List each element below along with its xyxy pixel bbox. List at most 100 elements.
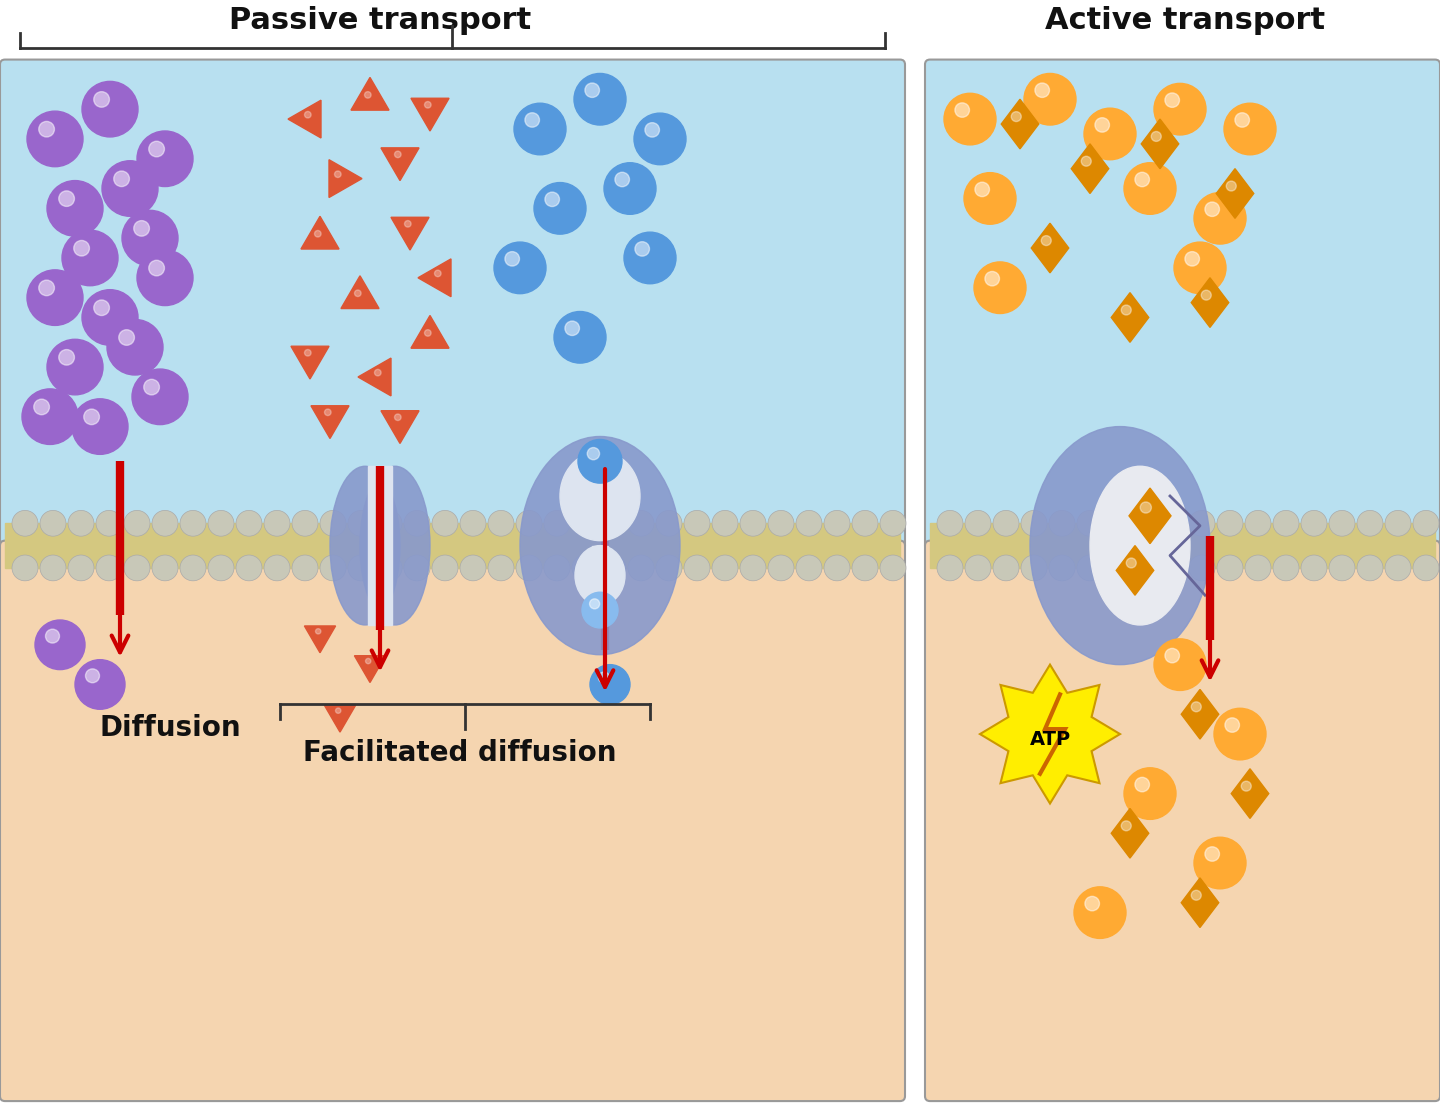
Circle shape (39, 280, 55, 296)
Circle shape (292, 556, 318, 581)
Circle shape (544, 556, 570, 581)
Circle shape (124, 510, 150, 537)
Circle shape (1125, 768, 1176, 820)
Polygon shape (311, 394, 348, 428)
FancyBboxPatch shape (924, 541, 1440, 1101)
Circle shape (96, 556, 122, 581)
Ellipse shape (330, 467, 400, 625)
Circle shape (1133, 510, 1159, 537)
Polygon shape (359, 358, 392, 396)
Text: Diffusion: Diffusion (99, 714, 242, 742)
Circle shape (1329, 556, 1355, 581)
Polygon shape (321, 168, 359, 200)
Circle shape (1300, 510, 1328, 537)
Circle shape (315, 629, 321, 634)
Circle shape (320, 510, 346, 537)
Circle shape (180, 510, 206, 537)
Circle shape (75, 660, 125, 709)
Circle shape (134, 221, 150, 237)
Circle shape (1185, 251, 1200, 266)
Ellipse shape (520, 437, 680, 654)
Circle shape (395, 151, 402, 158)
Circle shape (336, 708, 341, 713)
Circle shape (314, 230, 321, 237)
Circle shape (62, 230, 118, 286)
Circle shape (94, 92, 109, 108)
Circle shape (965, 510, 991, 537)
Circle shape (96, 510, 122, 537)
Circle shape (459, 510, 487, 537)
Circle shape (435, 270, 441, 277)
Circle shape (1329, 510, 1355, 537)
Circle shape (374, 369, 382, 376)
Polygon shape (1231, 769, 1269, 819)
Circle shape (12, 556, 37, 581)
Circle shape (768, 556, 793, 581)
Circle shape (599, 672, 609, 683)
Circle shape (376, 556, 402, 581)
Circle shape (405, 221, 410, 227)
Polygon shape (399, 209, 432, 247)
Text: Passive transport: Passive transport (229, 6, 531, 34)
Circle shape (740, 556, 766, 581)
Circle shape (1135, 172, 1149, 187)
Circle shape (236, 510, 262, 537)
Circle shape (585, 83, 599, 98)
Circle shape (600, 510, 626, 537)
Circle shape (628, 510, 654, 537)
Circle shape (334, 171, 341, 178)
Circle shape (965, 556, 991, 581)
Circle shape (1189, 556, 1215, 581)
Circle shape (102, 161, 158, 217)
Circle shape (84, 409, 99, 424)
Circle shape (582, 592, 618, 628)
Circle shape (628, 556, 654, 581)
Circle shape (494, 242, 546, 293)
Circle shape (148, 260, 164, 276)
Circle shape (1153, 639, 1207, 690)
Circle shape (564, 321, 579, 336)
Ellipse shape (1090, 467, 1189, 625)
Polygon shape (981, 664, 1120, 803)
Circle shape (144, 379, 160, 394)
Circle shape (1161, 510, 1187, 537)
Circle shape (348, 556, 374, 581)
Circle shape (1356, 556, 1382, 581)
Circle shape (148, 141, 164, 157)
Ellipse shape (360, 467, 431, 625)
FancyBboxPatch shape (924, 60, 1440, 551)
Circle shape (516, 556, 541, 581)
Circle shape (852, 556, 878, 581)
Circle shape (1174, 242, 1225, 293)
Circle shape (354, 290, 361, 297)
Circle shape (1161, 556, 1187, 581)
Text: Facilitated diffusion: Facilitated diffusion (304, 739, 616, 767)
Circle shape (1165, 649, 1179, 663)
Circle shape (107, 320, 163, 376)
Circle shape (236, 556, 262, 581)
Circle shape (68, 556, 94, 581)
Circle shape (82, 81, 138, 137)
Circle shape (1205, 202, 1220, 217)
Polygon shape (304, 625, 336, 653)
Circle shape (425, 330, 431, 337)
Polygon shape (354, 655, 386, 682)
Circle shape (1246, 510, 1272, 537)
Circle shape (1041, 236, 1051, 246)
Circle shape (1048, 556, 1076, 581)
Circle shape (348, 510, 374, 537)
Circle shape (572, 556, 598, 581)
Circle shape (207, 556, 233, 581)
Circle shape (657, 556, 683, 581)
Circle shape (1133, 556, 1159, 581)
Circle shape (740, 510, 766, 537)
Circle shape (1194, 192, 1246, 244)
Circle shape (1035, 83, 1050, 98)
Circle shape (40, 510, 66, 537)
Circle shape (1385, 556, 1411, 581)
Circle shape (405, 510, 431, 537)
Circle shape (405, 556, 431, 581)
Circle shape (603, 162, 657, 214)
Circle shape (39, 121, 55, 137)
Circle shape (796, 510, 822, 537)
